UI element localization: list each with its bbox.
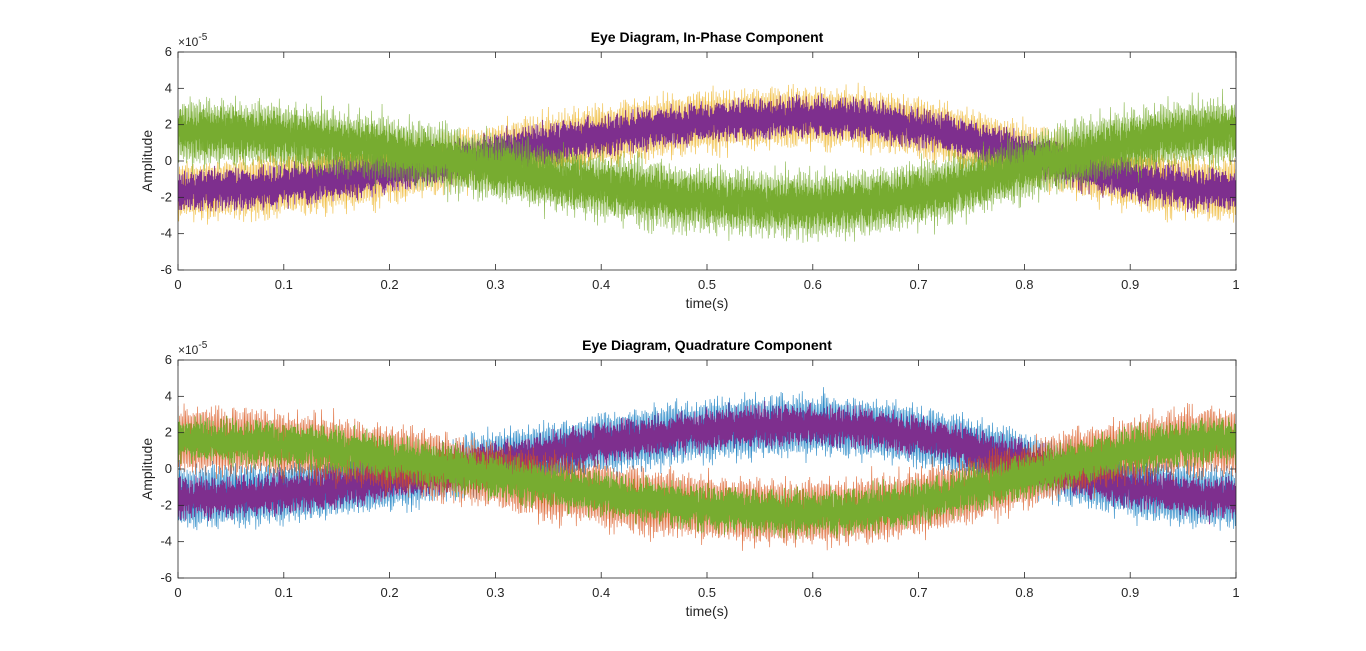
- chart-title: Eye Diagram, In-Phase Component: [591, 29, 824, 45]
- x-tick-label: 0.9: [1121, 585, 1139, 600]
- x-tick-label: 0.1: [275, 585, 293, 600]
- x-axis-label: time(s): [686, 295, 729, 311]
- x-tick-label: 0: [174, 277, 181, 292]
- y-tick-label: -6: [160, 262, 172, 277]
- series-band-line: [178, 105, 1236, 229]
- x-axis-label: time(s): [686, 603, 729, 619]
- y-tick-label: -2: [160, 497, 172, 512]
- x-tick-label: 0: [174, 585, 181, 600]
- y-exponent-base: ×10: [178, 343, 199, 357]
- x-tick-label: 0.8: [1015, 277, 1033, 292]
- trace-group: [178, 387, 1236, 551]
- y-tick-label: 4: [165, 80, 172, 95]
- y-tick-label: 2: [165, 425, 172, 440]
- x-tick-label: 0.9: [1121, 277, 1139, 292]
- in-phase-eye-diagram-subplot: 0 0.1 0.2 0.3 0.4 0.5 0.6 0.7 0.8 0.9 1 -6 -4 -2 0 2 4 6 ×…: [139, 29, 1240, 311]
- x-tick-label: 0.4: [592, 585, 610, 600]
- y-tick-label: 6: [165, 44, 172, 59]
- y-exponent-label: ×10-5: [178, 340, 208, 357]
- x-tick-label: 0.7: [910, 277, 928, 292]
- x-tick-label: 0.5: [698, 585, 716, 600]
- x-tick-label: 0.2: [381, 277, 399, 292]
- x-tick-label: 0.2: [381, 585, 399, 600]
- y-exponent-power: -5: [198, 32, 207, 43]
- x-tick-label: 0.7: [910, 585, 928, 600]
- quadrature-eye-diagram-subplot: 0 0.1 0.2 0.3 0.4 0.5 0.6 0.7 0.8 0.9 1 -6 -4 -2 0 2 4 6 ×…: [139, 337, 1240, 619]
- chart-title: Eye Diagram, Quadrature Component: [582, 337, 832, 353]
- y-tick-label: -4: [160, 534, 172, 549]
- y-tick-label: -4: [160, 226, 172, 241]
- x-tick-label: 1: [1232, 277, 1239, 292]
- x-tick-label: 0.4: [592, 277, 610, 292]
- x-tick-label: 1: [1232, 585, 1239, 600]
- x-tick-label: 0.8: [1015, 585, 1033, 600]
- y-axis-label: Amplitude: [139, 438, 155, 500]
- y-tick-label: -6: [160, 570, 172, 585]
- y-tick-label: 0: [165, 153, 172, 168]
- x-tick-label: 0.6: [804, 277, 822, 292]
- y-tick-label: 2: [165, 117, 172, 132]
- x-tick-label: 0.1: [275, 277, 293, 292]
- y-exponent-label: ×10-5: [178, 32, 208, 49]
- y-tick-label: 6: [165, 352, 172, 367]
- trace-group: [178, 82, 1236, 243]
- y-exponent-power: -5: [198, 340, 207, 351]
- series-band-line: [178, 414, 1236, 540]
- y-tick-label: 0: [165, 461, 172, 476]
- y-tick-label: 4: [165, 388, 172, 403]
- x-tick-label: 0.3: [486, 277, 504, 292]
- x-tick-label: 0.3: [486, 585, 504, 600]
- y-tick-label: -2: [160, 189, 172, 204]
- y-exponent-base: ×10: [178, 35, 199, 49]
- y-axis-label: Amplitude: [139, 130, 155, 192]
- x-tick-label: 0.6: [804, 585, 822, 600]
- x-tick-label: 0.5: [698, 277, 716, 292]
